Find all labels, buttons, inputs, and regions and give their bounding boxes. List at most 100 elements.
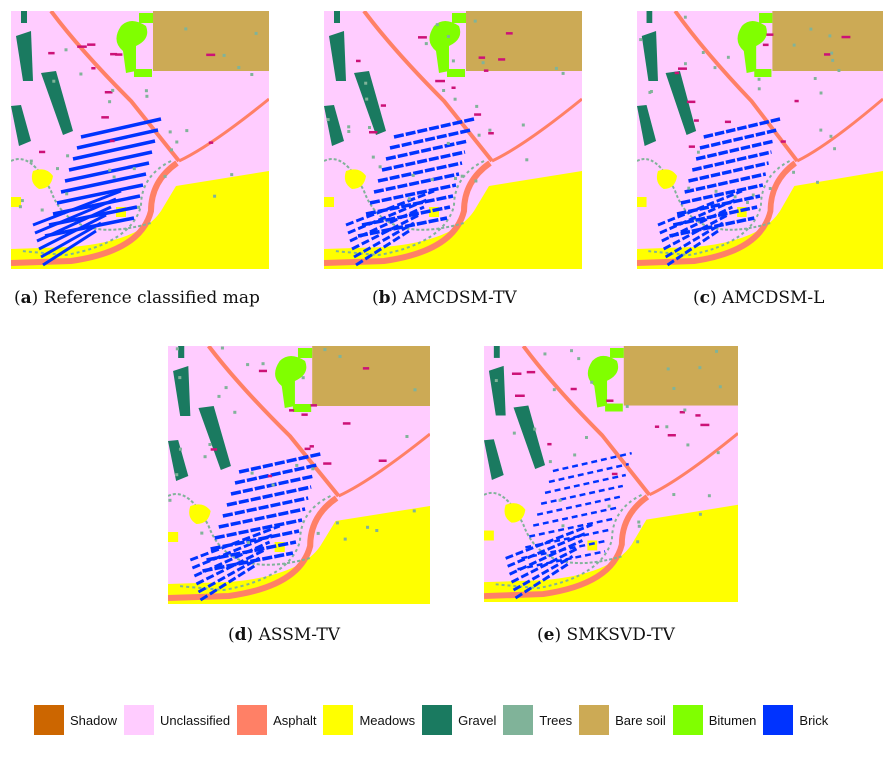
trees-pixel	[368, 126, 371, 129]
marker-bit	[301, 413, 308, 416]
trees-pixel	[29, 159, 33, 163]
trees-pixel	[200, 531, 204, 535]
bitumen-region	[139, 13, 153, 23]
panel-b-map	[324, 11, 582, 269]
legend-item-shadow: Shadow	[34, 705, 117, 735]
gravel-region	[11, 105, 31, 146]
brick-row	[76, 128, 159, 150]
gravel-region	[21, 11, 27, 23]
gravel-region	[484, 439, 504, 480]
legend-swatch	[123, 705, 154, 735]
trees-pixel	[411, 173, 415, 177]
brick-row	[669, 216, 755, 238]
trees-pixel	[672, 493, 676, 497]
trees-border	[493, 493, 642, 590]
marker-bit	[380, 104, 386, 107]
legend: Shadow Unclassified Asphalt Meadows Grav…	[34, 702, 835, 738]
trees-pixel	[230, 173, 234, 177]
marker-bit	[693, 119, 699, 122]
marker-bit	[695, 414, 701, 417]
trees-pixel	[365, 97, 369, 101]
trees-pixel	[347, 125, 351, 129]
brick-row	[680, 183, 764, 205]
marker-bit	[206, 53, 216, 57]
marker-bit	[526, 370, 536, 374]
marker-bit	[304, 447, 311, 451]
marker-bit	[435, 79, 445, 83]
brick-row	[226, 485, 312, 507]
gravel-region	[665, 71, 697, 135]
trees-pixel	[558, 498, 562, 502]
legend-label: Gravel	[458, 712, 497, 728]
trees-pixel	[833, 147, 836, 151]
brick-row	[661, 205, 733, 243]
trees-pixel	[512, 431, 516, 435]
trees-border	[11, 158, 152, 231]
brick-row	[197, 556, 261, 594]
asphalt-road	[637, 160, 797, 266]
marker-bit	[369, 131, 378, 134]
trees-pixel	[672, 386, 676, 390]
brick-row	[512, 555, 574, 592]
marker-bit	[356, 59, 361, 63]
brick-row	[218, 507, 306, 529]
trees-pixel	[213, 194, 217, 198]
bare-soil-region	[312, 346, 430, 406]
trees-pixel	[254, 31, 258, 35]
marker-bit	[498, 58, 506, 61]
trees-pixel	[666, 367, 670, 371]
trees-border	[637, 158, 771, 231]
marker-bit	[505, 32, 513, 35]
legend-item-brick: Brick	[763, 705, 828, 735]
brick-row	[369, 183, 457, 205]
trees-pixel	[707, 494, 711, 498]
trees-border	[20, 160, 172, 257]
legend-label: Asphalt	[273, 712, 317, 728]
legend-label: Meadows	[359, 712, 416, 728]
meadows-region	[31, 169, 53, 189]
trees-pixel	[698, 512, 702, 516]
trees-pixel	[473, 19, 477, 23]
trees-pixel	[79, 72, 83, 76]
marker-bit	[110, 52, 118, 56]
trees-pixel	[168, 130, 172, 134]
marker-bit	[310, 404, 317, 407]
marker-bit	[323, 462, 332, 465]
gravel-region	[168, 440, 189, 481]
gravel-region	[16, 31, 33, 81]
marker-bit	[606, 399, 614, 402]
marker-bit	[309, 445, 314, 448]
gravel-region	[329, 31, 346, 81]
brick-row	[189, 524, 281, 562]
trees-pixel	[813, 77, 817, 80]
brick-row	[351, 213, 420, 251]
bare-soil-region	[466, 11, 582, 71]
trees-pixel	[112, 175, 116, 179]
bitumen-region	[759, 13, 773, 23]
trees-pixel	[108, 100, 112, 104]
trees-pixel	[247, 541, 251, 545]
gravel-region	[637, 105, 657, 146]
asphalt-road	[178, 97, 269, 163]
trees-pixel	[111, 88, 115, 92]
trees-pixel	[233, 410, 237, 414]
trees-pixel	[40, 208, 44, 212]
legend-swatch	[503, 705, 534, 735]
marker-bit	[766, 33, 774, 36]
legend-swatch	[237, 705, 268, 735]
legend-swatch	[34, 705, 64, 735]
gravel-region	[641, 31, 658, 81]
bitumen-region	[116, 21, 148, 73]
trees-pixel	[208, 443, 212, 446]
trees-pixel	[625, 404, 629, 408]
brick-row	[508, 539, 584, 576]
brick-row	[36, 205, 112, 243]
marker-bit	[724, 120, 732, 124]
bitumen-region	[447, 69, 465, 77]
brick-row	[393, 117, 475, 139]
classification-map	[637, 11, 883, 269]
meadows-region	[484, 530, 494, 541]
gravel-region	[334, 11, 340, 23]
brick-row	[536, 495, 621, 516]
legend-label: Trees	[539, 712, 573, 728]
